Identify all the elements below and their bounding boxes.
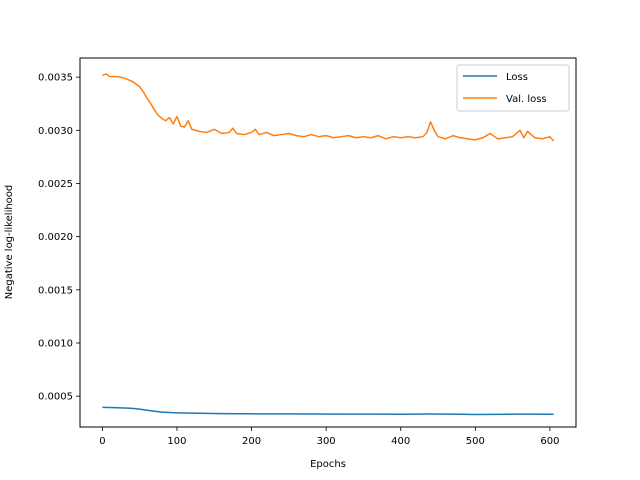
y-axis-label: Negative log-likelihood (4, 185, 15, 300)
y-axis: 0.0005 0.0010 0.0015 0.0020 0.0025 0.0030 0.00… (38, 73, 80, 403)
x-axis-label: Epochs (310, 459, 346, 470)
x-tick-label: 200 (242, 436, 261, 447)
y-tick-label: 0.0035 (38, 73, 73, 84)
series-line-loss (102, 406, 554, 416)
legend-label-loss: Loss (506, 72, 528, 83)
y-tick-label: 0.0015 (38, 285, 73, 296)
legend-label-val-loss: Val. loss (506, 94, 547, 105)
x-tick-label: 600 (540, 436, 559, 447)
x-tick-label: 100 (167, 436, 186, 447)
plot-area (79, 57, 577, 428)
y-tick-label: 0.0020 (38, 232, 73, 243)
plot-frame (79, 57, 577, 428)
y-tick-label: 0.0005 (38, 392, 73, 403)
x-tick-label: 0 (99, 436, 105, 447)
x-tick-label: 300 (317, 436, 336, 447)
series-line-val-loss (102, 73, 555, 142)
legend: Loss Val. loss (456, 64, 570, 112)
x-tick-label: 400 (391, 436, 410, 447)
y-tick-label: 0.0025 (38, 179, 73, 190)
y-tick-label: 0.0030 (38, 126, 73, 137)
series-layer (102, 73, 555, 416)
y-tick-label: 0.0010 (38, 338, 73, 349)
x-axis: 0 100 200 300 400 500 600 (99, 427, 559, 447)
x-tick-label: 500 (466, 436, 485, 447)
